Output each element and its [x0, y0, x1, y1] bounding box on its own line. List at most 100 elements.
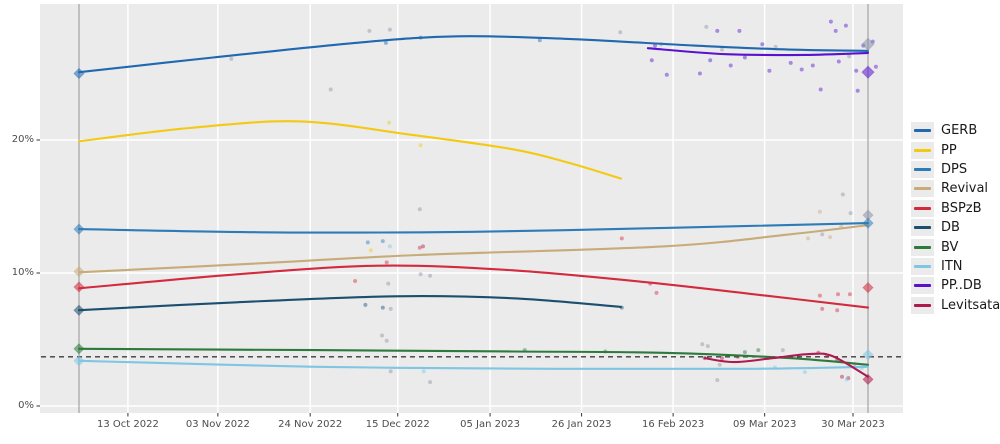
poll-dot — [428, 273, 433, 278]
poll-dot — [844, 377, 849, 382]
x-tick-label: 09 Mar 2023 — [732, 419, 797, 430]
legend-item-db: DB — [911, 218, 1000, 237]
legend-item-dps: DPS — [911, 160, 1000, 179]
poll-dot — [697, 71, 702, 76]
poll-dot — [388, 306, 393, 311]
poll-dot — [854, 68, 859, 73]
poll-dot — [773, 44, 778, 49]
poll-dot — [619, 236, 624, 241]
legend-swatch-itn — [911, 257, 934, 275]
poll-dot — [367, 28, 372, 33]
poll-dot — [384, 260, 389, 265]
y-tick-label: 10% — [11, 267, 34, 278]
trend-line-itn — [77, 359, 870, 371]
trend-line-db — [77, 295, 623, 312]
legend-label: Levitsata — [941, 297, 1000, 313]
election-result-marker — [861, 65, 875, 79]
poll-dot — [654, 290, 659, 295]
poll-dot — [840, 192, 845, 197]
poll-dot — [836, 59, 841, 64]
legend-label: DB — [941, 220, 960, 236]
poll-dot — [380, 305, 385, 310]
legend-label: GERB — [941, 123, 978, 139]
poll-dot — [760, 42, 765, 47]
legend-line-icon — [914, 187, 931, 191]
poll-dot — [421, 369, 426, 374]
poll-dot — [387, 244, 392, 249]
poll-dot — [229, 56, 234, 61]
poll-dot — [806, 236, 810, 241]
trend-line-dps — [77, 222, 870, 234]
poll-dot — [353, 279, 358, 283]
legend-item-pp: PP — [911, 140, 1000, 159]
poll-dot — [846, 376, 851, 381]
trend-line-ppdb — [646, 47, 870, 57]
poll-dot — [418, 143, 423, 148]
poll-dot — [788, 60, 793, 65]
legend-line-icon — [914, 226, 931, 230]
poll-dot — [873, 64, 878, 69]
poll-dot — [418, 272, 423, 277]
poll-dot — [840, 374, 844, 379]
poll-dot — [833, 28, 838, 33]
poll-dot — [417, 207, 422, 212]
x-tick-label: 24 Nov 2022 — [278, 419, 343, 430]
poll-dot — [847, 292, 852, 297]
trend-line-bv — [77, 347, 870, 366]
poll-dot — [828, 19, 833, 24]
poll-dot — [380, 239, 385, 244]
poll-dot — [802, 370, 807, 375]
election-result-marker — [73, 281, 85, 293]
legend-swatch-revival — [911, 180, 934, 198]
x-tick-label: 13 Oct 2022 — [96, 419, 159, 430]
poll-dot — [835, 308, 840, 313]
poll-dot — [428, 380, 433, 385]
trend-line-bsp — [77, 264, 870, 309]
poll-dot — [828, 235, 833, 240]
election-result-marker — [862, 349, 874, 361]
poll-dot — [421, 244, 425, 249]
poll-dot — [537, 38, 542, 43]
legend-item-itn: ITN — [911, 257, 1000, 276]
poll-dot — [417, 245, 422, 250]
election-result-marker — [73, 304, 85, 316]
legend-label: BSPzB — [941, 200, 982, 216]
poll-dot — [742, 350, 747, 355]
legend-line-icon — [914, 245, 931, 249]
legend-item-gerb: GERB — [911, 121, 1000, 140]
election-result-marker — [862, 281, 874, 294]
poll-dot — [380, 333, 384, 338]
x-tick-label: 05 Jan 2023 — [460, 419, 521, 430]
legend-swatch-bsp — [911, 199, 934, 217]
poll-dot — [820, 306, 825, 311]
election-result-marker — [73, 67, 85, 80]
poll-dot — [767, 68, 772, 73]
trend-line-gerb — [77, 35, 870, 74]
poll-dot — [365, 240, 370, 245]
election-result-marker — [861, 37, 875, 51]
legend-line-icon — [914, 284, 931, 288]
legend-swatch-pp — [911, 141, 934, 159]
poll-dot — [728, 63, 733, 68]
poll-dot — [653, 43, 657, 48]
legend-line-icon — [914, 303, 931, 307]
legend-line-icon — [914, 206, 931, 210]
legend-swatch-bv — [911, 238, 934, 256]
trend-line-revival — [77, 224, 870, 274]
legend-item-ppdb: PP..DB — [911, 276, 1000, 295]
poll-dot — [649, 58, 654, 63]
y-tick-label: 20% — [11, 134, 34, 145]
poll-dot — [386, 281, 391, 286]
poll-dot — [368, 248, 373, 253]
poll-dot — [387, 120, 392, 125]
poll-dot — [715, 378, 720, 383]
y-tick-label: 0% — [18, 400, 34, 411]
legend-item-bv: BV — [911, 237, 1000, 256]
poll-dot — [799, 67, 804, 72]
legend-label: PP..DB — [941, 278, 982, 294]
poll-dot — [384, 338, 389, 343]
x-tick-label: 15 Dec 2022 — [365, 419, 430, 430]
legend-line-icon — [914, 167, 931, 171]
election-result-marker — [862, 373, 874, 386]
